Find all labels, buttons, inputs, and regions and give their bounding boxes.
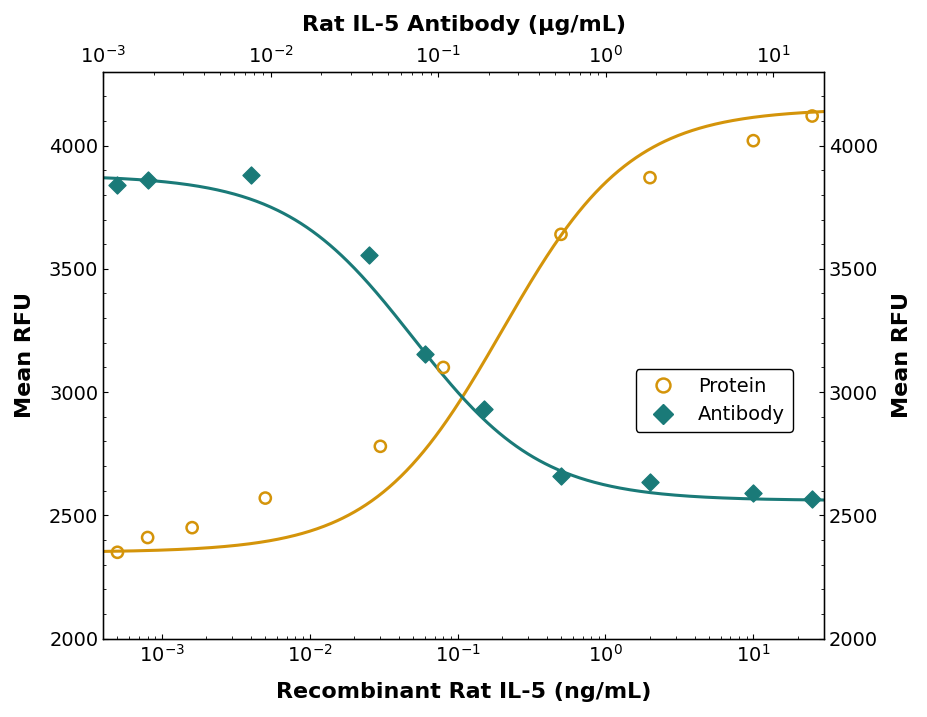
- Point: [805, 110, 819, 122]
- Point: [110, 546, 125, 558]
- Point: [553, 229, 568, 240]
- Point: [746, 488, 761, 499]
- Point: [362, 250, 376, 261]
- Point: [110, 179, 125, 191]
- Point: [258, 493, 273, 504]
- Point: [140, 174, 155, 186]
- Point: [746, 135, 761, 146]
- Point: [373, 440, 387, 452]
- Point: [805, 493, 819, 505]
- Point: [244, 169, 259, 181]
- Point: [140, 532, 155, 543]
- Point: [553, 470, 568, 482]
- Legend: Protein, Antibody: Protein, Antibody: [636, 369, 793, 432]
- Y-axis label: Mean RFU: Mean RFU: [15, 292, 35, 418]
- Point: [436, 361, 451, 373]
- Point: [184, 522, 199, 533]
- Y-axis label: Mean RFU: Mean RFU: [892, 292, 912, 418]
- Point: [642, 172, 657, 184]
- Point: [642, 476, 657, 488]
- Point: [476, 404, 491, 415]
- X-axis label: Rat IL-5 Antibody (μg/mL): Rat IL-5 Antibody (μg/mL): [301, 15, 626, 35]
- X-axis label: Recombinant Rat IL-5 (ng/mL): Recombinant Rat IL-5 (ng/mL): [276, 682, 651, 702]
- Point: [417, 348, 432, 360]
